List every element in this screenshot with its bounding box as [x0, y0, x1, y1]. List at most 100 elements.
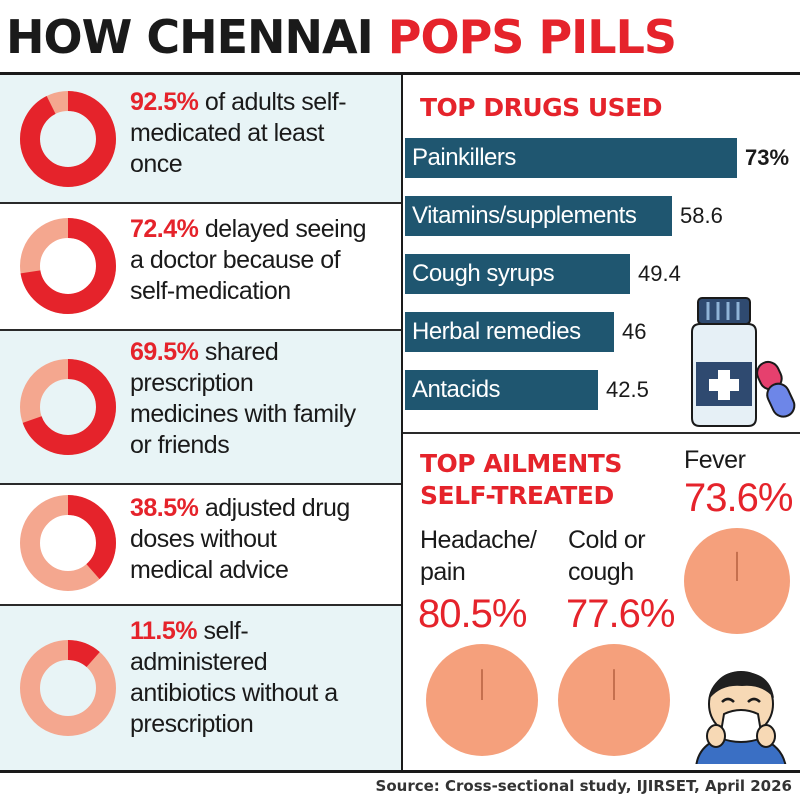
ailments-title-line1: TOP AILMENTS — [420, 449, 622, 478]
ailment-label-line1: Headache/ — [420, 526, 537, 554]
capsule-bottom — [766, 382, 796, 418]
left-panel-tint-5 — [0, 604, 401, 770]
hand — [756, 724, 776, 748]
ailment-label-line1: Cold or — [568, 526, 646, 554]
title-part-2: POPS PILLS — [387, 10, 677, 64]
stat-desc-line4: or friends — [130, 431, 230, 459]
closed-eye — [721, 697, 735, 703]
drug-bar-label: Antacids — [412, 376, 501, 403]
stat-desc-line1: adjusted drug — [198, 494, 351, 522]
drug-bar — [405, 312, 614, 352]
stat-text: 11.5% self- administered antibiotics wit… — [130, 616, 396, 740]
row-divider — [0, 329, 401, 331]
ailment-pie-cold — [558, 644, 670, 756]
stat-desc-line2: medicated at least — [130, 119, 324, 147]
left-panel-tint-3 — [0, 331, 401, 483]
stat-text: 72.4% delayed seeing a doctor because of… — [130, 214, 396, 307]
ailment-pie-fever — [684, 528, 790, 634]
ailments-section-title: TOP AILMENTS SELF-TREATED — [420, 448, 622, 512]
medicine-bottle-icon — [691, 297, 796, 427]
ailment-pie-headache — [426, 644, 538, 756]
stat-desc-line3: once — [130, 150, 183, 178]
drug-bar-value: 73% — [745, 145, 790, 170]
stat-desc-line1: shared — [198, 338, 279, 366]
page-title: HOW CHENNAI POPS PILLS — [6, 2, 677, 72]
stat-percent: 11.5% — [130, 617, 198, 645]
donut-value-arc — [20, 359, 116, 455]
stat-desc-line2: administered — [130, 648, 268, 676]
stat-desc-line2: prescription — [130, 369, 254, 397]
row-divider — [0, 202, 401, 204]
hand — [706, 724, 726, 748]
ailment-label-headache: Headache/ pain — [420, 524, 537, 588]
stat-desc-line1: delayed seeing — [198, 215, 367, 243]
child-hair — [710, 671, 774, 698]
stat-desc-line2: doses without — [130, 525, 277, 553]
donut-value-arc — [20, 640, 116, 736]
donut-value-arc — [20, 495, 116, 591]
stat-text: 38.5% adjusted drug doses without medica… — [130, 493, 396, 586]
drug-bar-value: 58.6 — [680, 203, 723, 228]
stat-percent: 92.5% — [130, 88, 199, 116]
stat-row-adjusted-doses: 38.5% adjusted drug doses without medica… — [0, 485, 401, 604]
stat-desc-line4: prescription — [130, 710, 254, 738]
ailment-value-cold: 77.6% — [566, 592, 675, 636]
donut-chart — [20, 218, 116, 314]
stat-percent: 38.5% — [130, 494, 199, 522]
drug-bar-label: Herbal remedies — [412, 318, 581, 345]
ailment-value-headache: 80.5% — [418, 592, 527, 636]
sick-child-icon — [695, 671, 787, 764]
ailment-label-line2: cough — [568, 558, 634, 586]
drug-bar — [405, 254, 630, 294]
bottle-cap — [697, 297, 751, 325]
stat-text: 69.5% shared prescription medicines with… — [130, 337, 396, 461]
drug-bar — [405, 196, 672, 236]
drug-bar-label: Vitamins/supplements — [412, 202, 637, 229]
top-rule — [0, 72, 800, 75]
ailment-label-line2: pain — [420, 558, 466, 586]
drug-bar — [405, 138, 737, 178]
source-note: Source: Cross-sectional study, IJIRSET, … — [375, 777, 792, 795]
stat-percent: 72.4% — [130, 215, 199, 243]
drug-bar — [405, 370, 598, 410]
row-divider — [0, 604, 401, 606]
column-divider — [401, 75, 403, 770]
row-divider — [0, 483, 401, 485]
stat-desc-line3: antibiotics without a — [130, 679, 338, 707]
stat-row-shared-prescriptions: 69.5% shared prescription medicines with… — [0, 331, 401, 483]
title-part-1: HOW CHENNAI — [6, 10, 374, 64]
stat-text: 92.5% of adults self- medicated at least… — [130, 87, 396, 180]
closed-eye — [747, 697, 761, 703]
donut-value-arc — [20, 91, 116, 187]
stat-desc-line2: a doctor because of — [130, 246, 341, 274]
bottom-rule — [0, 770, 800, 773]
pill-capsule — [756, 360, 796, 418]
stat-desc-line1: self- — [197, 617, 249, 645]
ailment-value-fever: 73.6% — [684, 476, 793, 520]
donut-chart — [20, 495, 116, 591]
stat-desc-line3: medical advice — [130, 556, 289, 584]
ailment-label-cold: Cold or cough — [568, 524, 646, 588]
donut-value-arc — [20, 218, 116, 314]
donut-remainder — [20, 640, 116, 736]
drug-bar-value: 42.5 — [606, 377, 649, 402]
tissue — [718, 709, 764, 743]
ailment-label-fever: Fever — [684, 446, 746, 474]
stat-desc-line3: self-medication — [130, 277, 291, 305]
stat-desc-line3: medicines with family — [130, 400, 356, 428]
ailments-title-line2: SELF-TREATED — [420, 481, 614, 510]
cross-horizontal — [709, 379, 739, 391]
right-section-divider — [403, 432, 800, 434]
donut-chart — [20, 91, 116, 187]
drug-bar-label: Painkillers — [412, 144, 516, 171]
stat-percent: 69.5% — [130, 338, 199, 366]
stat-row-self-medicated: 92.5% of adults self- medicated at least… — [0, 75, 401, 202]
drug-bar-value: 46 — [622, 319, 647, 344]
stat-row-antibiotics: 11.5% self- administered antibiotics wit… — [0, 606, 401, 770]
stat-row-delayed-doctor: 72.4% delayed seeing a doctor because of… — [0, 204, 401, 331]
donut-chart — [20, 640, 116, 736]
drugs-section-title: TOP DRUGS USED — [420, 93, 663, 122]
donut-chart — [20, 359, 116, 455]
